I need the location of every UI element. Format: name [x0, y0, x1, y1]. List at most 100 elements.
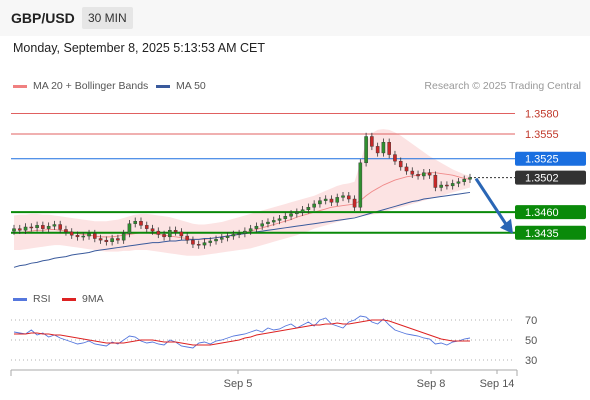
rsi-level-label-30: 30 [525, 355, 537, 367]
candle-body [346, 195, 351, 200]
candle-body [439, 184, 443, 188]
candle-body [364, 136, 368, 164]
candle-body [323, 198, 328, 201]
candle [162, 230, 166, 241]
candle [289, 210, 293, 220]
legend-ma50-swatch [156, 84, 170, 88]
credit-text: Research © 2025 Trading Central [424, 80, 581, 92]
candle [248, 224, 253, 235]
candle [202, 238, 207, 249]
candle [433, 171, 438, 192]
candle [139, 217, 143, 230]
legend-ma50: MA 50 [156, 80, 206, 92]
candle [64, 225, 68, 236]
candle [404, 163, 409, 175]
candle [393, 150, 397, 165]
candle-body [29, 226, 34, 229]
legend-rsi-swatch [13, 297, 27, 301]
candle-body [393, 154, 397, 162]
candle [370, 132, 374, 151]
last-price-tag [515, 170, 586, 185]
candle-body [266, 221, 270, 224]
candle [306, 203, 311, 214]
candle [179, 228, 184, 240]
candle-body [422, 172, 426, 177]
candle [439, 181, 443, 192]
candle-body [283, 216, 288, 219]
candle [318, 196, 322, 208]
candle [462, 175, 467, 186]
level-label-1: 1.3555 [525, 129, 559, 141]
candle-body [231, 234, 236, 237]
legend-rsi-ma-swatch [62, 297, 76, 301]
timestamp: Monday, September 8, 2025 5:13:53 AM CET [13, 41, 265, 55]
candle [335, 193, 340, 207]
candle-body [75, 235, 80, 238]
legend-rsi-label: RSI [33, 293, 51, 305]
candle-body [445, 184, 449, 187]
candle-body [168, 230, 172, 238]
candle [283, 212, 288, 223]
support-tag-4 [515, 205, 586, 220]
pivot-tag [515, 151, 586, 166]
candle-body [433, 174, 438, 188]
candle-body [387, 142, 391, 155]
candle-body [52, 224, 57, 227]
candle [121, 229, 126, 244]
legend-ma20: MA 20 + Bollinger Bands [13, 80, 148, 92]
ma50-line [13, 191, 471, 268]
candle-body [156, 230, 161, 235]
candle [323, 195, 328, 205]
legend-rsi-ma-label: 9MA [82, 293, 104, 305]
candle [191, 236, 195, 248]
level-label-3: 1.3502 [525, 173, 559, 185]
timeframe-badge[interactable]: 30 MIN [82, 7, 133, 29]
candle [312, 200, 316, 211]
candle-body [202, 242, 207, 246]
support-tag-5 [515, 225, 586, 240]
candle [237, 229, 241, 239]
candle-body [416, 174, 420, 177]
candle [346, 192, 351, 203]
candle-body [150, 228, 155, 232]
candle [150, 224, 155, 235]
candle [398, 157, 403, 171]
candle [427, 168, 432, 179]
candle [46, 222, 51, 233]
candle [225, 232, 230, 242]
candle [93, 229, 97, 243]
candle [29, 223, 34, 232]
candle [173, 226, 178, 236]
candle [387, 138, 391, 159]
candle [81, 232, 86, 241]
candle [277, 215, 282, 225]
candle [329, 195, 334, 207]
candle-body [144, 225, 149, 229]
candle [243, 227, 247, 238]
candle [110, 234, 114, 246]
candle-body [64, 229, 68, 233]
candle-body [185, 235, 189, 241]
candle-body [341, 195, 345, 198]
candle-body [254, 225, 259, 229]
candle-body [352, 198, 357, 208]
candle-body [121, 233, 126, 241]
candle-body [404, 166, 409, 172]
candle-body [358, 162, 363, 208]
candle-body [306, 207, 311, 210]
candle [468, 173, 472, 183]
x-tick-label-1: Sep 8 [417, 378, 446, 390]
candle [266, 218, 270, 228]
candle-body [318, 200, 322, 205]
candle-body [456, 181, 461, 184]
legend-ma20-label: MA 20 + Bollinger Bands [33, 80, 149, 92]
level-label-4: 1.3460 [525, 207, 559, 219]
candle-body [237, 233, 241, 235]
candle [116, 234, 120, 244]
candle-body [23, 226, 28, 231]
symbol-title: GBP/USD [11, 10, 75, 26]
candle-body [295, 211, 299, 215]
candle-body [289, 213, 293, 217]
candle-body [98, 238, 103, 241]
candle-body [398, 160, 403, 168]
